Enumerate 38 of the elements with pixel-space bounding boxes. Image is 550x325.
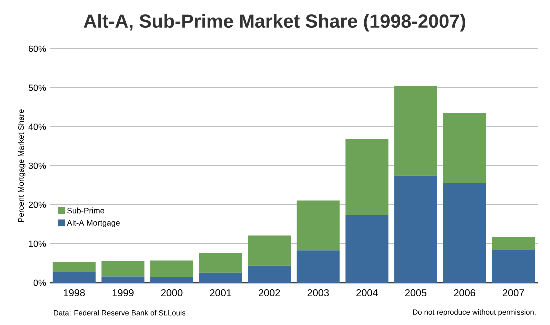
y-tick-label: 0% [34, 280, 46, 286]
bar [296, 250, 340, 283]
bar [248, 266, 292, 283]
bar [492, 250, 536, 283]
y-tick-label: 50% [28, 84, 46, 92]
x-tick-label: 2002 [259, 290, 280, 297]
bar [248, 236, 292, 266]
y-tick-label: 10% [29, 240, 46, 248]
y-tick-label: 60% [28, 46, 46, 52]
bar [394, 86, 438, 176]
x-tick-label: 1998 [64, 290, 86, 297]
bar [346, 215, 389, 283]
x-tick-label: 2003 [308, 290, 330, 297]
y-tick-label: 40% [28, 124, 46, 130]
bar [150, 277, 194, 283]
bar [199, 272, 242, 283]
bar [394, 176, 438, 283]
bar [346, 139, 389, 216]
bar [52, 272, 96, 283]
x-tick-label: 2001 [210, 290, 232, 297]
bar [199, 252, 242, 273]
x-tick-label: 2005 [405, 290, 427, 297]
x-tick-label: 2006 [454, 290, 476, 297]
bar [443, 112, 486, 184]
x-tick-label: 2000 [161, 290, 183, 297]
y-tick-label: 20% [28, 202, 46, 208]
bar [102, 276, 145, 283]
y-tick-label: 30% [28, 162, 46, 170]
x-tick-label: 2007 [503, 290, 524, 297]
bar [443, 184, 486, 283]
x-tick-label: 2004 [356, 290, 378, 297]
chart-title: Alt-A, Sub-Prime Market Share (1998-2007) [84, 14, 466, 32]
bar [102, 261, 145, 277]
bar [296, 200, 340, 251]
x-tick-label: 1999 [112, 290, 134, 297]
bar [52, 262, 96, 272]
bar [492, 237, 536, 250]
bar [150, 260, 194, 278]
